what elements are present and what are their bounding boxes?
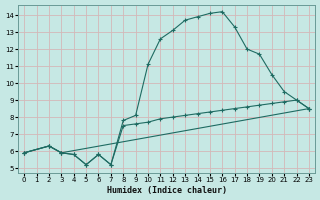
X-axis label: Humidex (Indice chaleur): Humidex (Indice chaleur): [107, 186, 227, 195]
